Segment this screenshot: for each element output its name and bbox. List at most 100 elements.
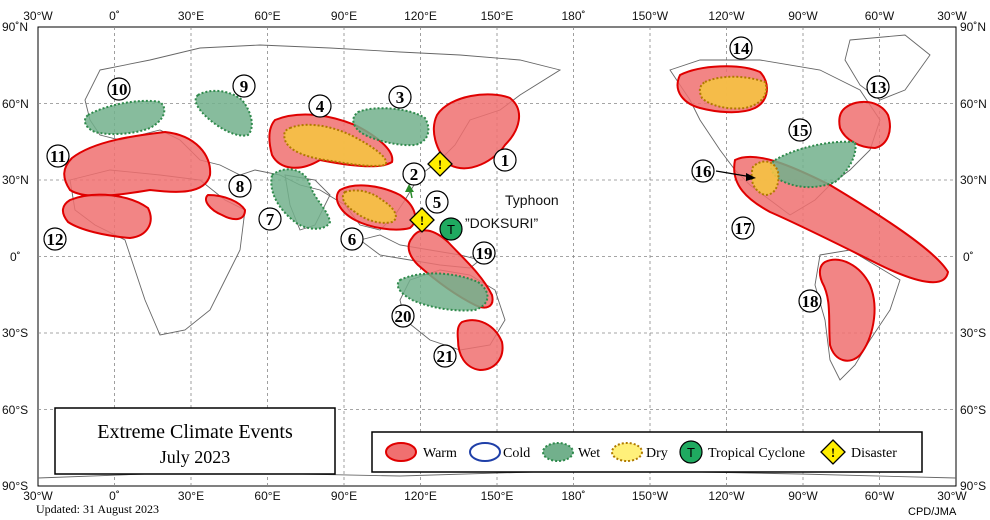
svg-text:3: 3 [396,88,405,107]
longitude-labels-top: 30°W 0˚ 30°E 60°E 90°E 120°E 150°E 180˚ … [23,9,967,23]
greenland-outline [844,34,931,101]
event-marker-7: 7 [258,207,282,231]
svg-text:90°E: 90°E [331,9,357,23]
credit: CPD/JMA [908,506,957,518]
svg-text:17: 17 [735,219,753,238]
dry-region-16 [750,160,780,197]
event-marker-16: 16 [691,159,715,183]
event-marker-10: 10 [107,77,131,101]
svg-text:0˚: 0˚ [963,250,974,264]
event-marker-8: 8 [228,174,252,198]
event-marker-21: 21 [433,344,457,368]
svg-text:!: ! [420,213,424,228]
svg-text:150°W: 150°W [632,9,669,23]
event-marker-1: 1 [493,148,517,172]
svg-text:150°W: 150°W [632,489,669,503]
map-symbols: ! ! T [409,151,463,241]
svg-text:19: 19 [476,244,493,263]
event-marker-9: 9 [232,74,256,98]
event-marker-19: 19 [472,241,496,265]
svg-text:180˚: 180˚ [561,9,585,23]
event-marker-20: 20 [391,304,415,328]
svg-text:T: T [447,222,455,237]
svg-text:10: 10 [111,80,128,99]
wet-region-10 [83,99,166,136]
dry-region-6 [341,189,397,224]
event-marker-4: 4 [308,94,332,118]
svg-text:60°S: 60°S [2,403,28,417]
title-box: Extreme Climate Events July 2023 [54,407,336,475]
event-marker-12: 12 [43,227,67,251]
svg-text:Tropical Cyclone: Tropical Cyclone [708,446,805,461]
event-marker-2: 2 [402,162,426,186]
warm-regions [62,65,950,372]
svg-text:30°N: 30°N [2,173,29,187]
event-arrows [405,170,756,199]
svg-text:Dry: Dry [646,446,668,461]
legend-tropical-cyclone-icon: T [679,440,703,464]
latitude-labels-right: 90˚N 60°N 30°N 0˚ 30°S 60°S 90°S [960,20,987,493]
arrow-typhoon-head [405,184,414,192]
svg-text:90°W: 90°W [788,9,818,23]
disaster-icon-5: ! [409,207,435,233]
svg-text:60°S: 60°S [960,403,986,417]
svg-text:150°E: 150°E [481,489,514,503]
svg-text:120°E: 120°E [404,489,437,503]
svg-text:30°E: 30°E [178,489,204,503]
legend-cold-swatch [469,442,501,462]
wet-region-7 [270,168,332,230]
event-marker-11: 11 [46,144,70,168]
svg-text:120°W: 120°W [708,9,745,23]
wet-regions [83,89,857,312]
svg-text:30°S: 30°S [960,326,986,340]
svg-text:0˚: 0˚ [109,9,120,23]
svg-text:120°W: 120°W [708,489,745,503]
dry-regions [283,75,780,224]
svg-text:0˚: 0˚ [109,489,120,503]
event-marker-15: 15 [788,118,812,142]
svg-text:30°W: 30°W [23,489,53,503]
legend: Warm Cold Wet Dry T Tropical Cyclone ! D… [371,431,923,473]
warm-region-11 [63,130,212,197]
updated-date: Updated: 31 August 2023 [36,502,159,516]
svg-text:1: 1 [501,151,510,170]
event-marker-17: 17 [731,216,755,240]
svg-text:30°S: 30°S [2,326,28,340]
svg-text:12: 12 [47,230,64,249]
svg-text:180˚: 180˚ [561,489,585,503]
legend-wet-swatch [542,442,574,462]
latitude-labels-left: 90˚N 60°N 30°N 0˚ 30°S 60°S 90°S [2,20,29,493]
svg-text:0˚: 0˚ [10,250,21,264]
warm-region-18 [818,258,876,362]
legend-warm-swatch [385,442,417,462]
event-marker-5: 5 [425,190,449,214]
svg-text:Wet: Wet [578,446,600,461]
svg-text:60°W: 60°W [865,9,895,23]
dry-region-14 [698,75,768,110]
disaster-icon-2: ! [427,151,453,177]
svg-text:90°E: 90°E [331,489,357,503]
svg-text:14: 14 [733,39,751,58]
svg-text:!: ! [438,157,442,172]
svg-text:6: 6 [348,230,357,249]
svg-text:90˚N: 90˚N [2,20,28,34]
tropical-cyclone-icon-map: T [439,217,463,241]
svg-text:8: 8 [236,177,245,196]
svg-text:16: 16 [695,162,712,181]
event-marker-18: 18 [798,289,822,313]
svg-text:90°S: 90°S [960,479,986,493]
svg-text:13: 13 [870,78,887,97]
europe-asia-outline [84,44,562,231]
warm-region-8 [204,193,247,221]
svg-text:7: 7 [266,210,275,229]
svg-text:90˚N: 90˚N [960,20,986,34]
svg-text:150°E: 150°E [481,9,514,23]
warm-region-13 [838,100,891,150]
svg-text:20: 20 [395,307,412,326]
wet-region-20 [396,272,489,312]
svg-text:60°N: 60°N [960,97,987,111]
svg-text:15: 15 [792,121,809,140]
svg-text:30°N: 30°N [960,173,987,187]
typhoon-name: ”DOKSURI” [465,215,538,231]
